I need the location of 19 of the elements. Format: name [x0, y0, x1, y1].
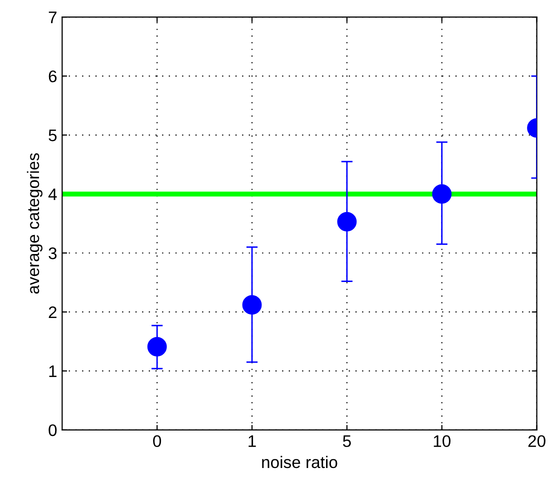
x-tick-label: 0: [153, 435, 162, 448]
x-axis-title: noise ratio: [262, 456, 338, 468]
point: [432, 184, 452, 204]
y-tick-label: 3: [48, 247, 57, 260]
x-tick-label: 1: [248, 435, 256, 447]
y-tick-label: 7: [48, 12, 56, 24]
y-tick-label: 0: [48, 424, 57, 436]
y-axis-title: average categories: [26, 153, 42, 294]
y-tick-label: 1: [49, 366, 56, 377]
x-tick-label: 20: [528, 435, 546, 448]
y-tick-label: 5: [48, 130, 57, 142]
y-tick-label: 6: [48, 70, 57, 82]
y-tick-label: 2: [48, 306, 56, 318]
y-tick-label: 4: [48, 188, 57, 200]
point: [242, 295, 262, 315]
point: [337, 212, 357, 232]
point: [147, 337, 167, 356]
x-tick-label: 10: [434, 435, 450, 448]
x-tick-label: 5: [342, 435, 351, 448]
